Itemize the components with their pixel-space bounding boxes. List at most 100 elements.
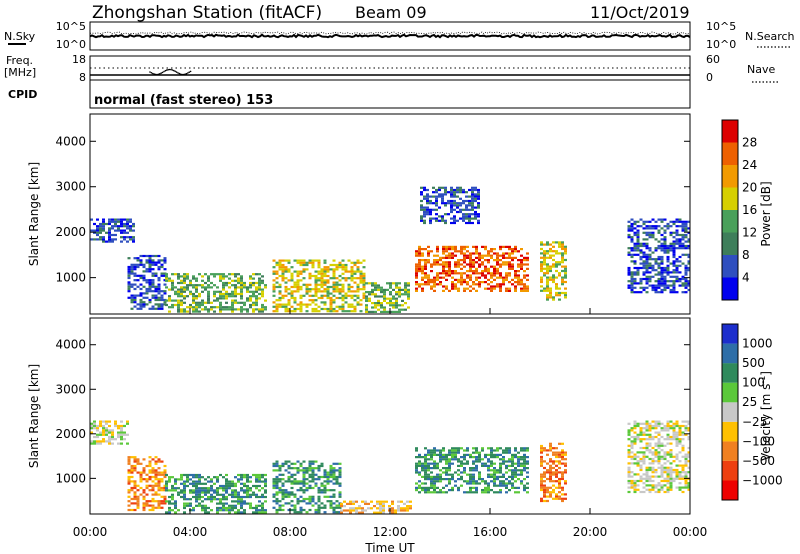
echo-cell	[398, 304, 401, 307]
echo-cell	[302, 283, 306, 286]
echo-cell	[546, 256, 549, 259]
echo-cell	[457, 473, 460, 476]
echo-cell	[636, 424, 640, 428]
echo-cell	[356, 259, 360, 262]
echo-cell	[684, 427, 688, 430]
echo-cell	[362, 277, 366, 280]
echo-cell	[436, 453, 439, 456]
echo-cell	[675, 242, 679, 245]
echo-cell	[219, 498, 222, 501]
echo-cell	[201, 275, 204, 278]
echo-cell	[198, 273, 201, 276]
echo-cell	[558, 480, 561, 483]
echo-cell	[502, 261, 505, 264]
x-tick-label: 16:00	[473, 525, 508, 539]
echo-cell	[523, 460, 526, 463]
echo-cell	[540, 447, 543, 450]
echo-cell	[389, 291, 392, 294]
echo-cell	[546, 298, 549, 301]
echo-cell	[105, 431, 108, 434]
echo-cell	[371, 291, 374, 294]
echo-cell	[543, 486, 546, 489]
echo-cell	[561, 458, 564, 461]
echo-cell	[299, 261, 303, 264]
echo-cell	[523, 449, 526, 452]
echo-cell	[456, 206, 459, 209]
echo-cell	[427, 261, 430, 264]
echo-cell	[329, 303, 333, 306]
echo-cell	[148, 489, 152, 492]
echo-cell	[508, 451, 511, 454]
echo-cell	[463, 272, 466, 275]
echo-cell	[552, 453, 555, 456]
echo-cell	[630, 288, 634, 292]
echo-cell	[120, 225, 123, 228]
echo-cell	[490, 480, 493, 483]
echo-cell	[272, 279, 276, 282]
echo-cell	[499, 453, 502, 456]
echo-cell	[672, 262, 676, 265]
echo-cell	[186, 484, 189, 488]
echo-cell	[642, 427, 646, 430]
echo-cell	[99, 422, 102, 425]
echo-cell	[493, 453, 496, 456]
echo-cell	[341, 266, 345, 269]
echo-cell	[120, 431, 123, 434]
echo-cell	[481, 263, 484, 266]
echo-cell	[429, 217, 432, 220]
echo-cell	[447, 213, 450, 216]
freq-dip-dot	[156, 73, 158, 76]
echo-cell	[264, 491, 267, 494]
echo-cell	[383, 299, 386, 302]
echo-cell	[660, 466, 664, 469]
echo-cell	[249, 281, 252, 285]
echo-cell	[427, 276, 430, 279]
echo-cell	[433, 283, 436, 286]
echo-cell	[471, 202, 474, 205]
echo-cell	[444, 219, 447, 222]
echo-cell	[429, 208, 432, 211]
echo-cell	[477, 213, 480, 216]
echo-cell	[335, 263, 339, 267]
echo-cell	[278, 266, 282, 269]
echo-cell	[418, 453, 421, 456]
echo-cell	[648, 236, 652, 239]
date-label: 11/Oct/2019	[590, 3, 690, 22]
echo-cell	[678, 475, 682, 478]
nsky-right-tick-top: 10^5	[706, 20, 736, 33]
echo-cell	[207, 301, 210, 304]
echo-cell	[183, 487, 186, 490]
colorbar-tick-label: −100	[742, 434, 775, 448]
echo-cell	[213, 273, 216, 276]
echo-cell	[645, 262, 649, 265]
echo-cell	[195, 489, 198, 492]
echo-cell	[633, 249, 637, 252]
echo-cell	[474, 195, 477, 198]
echo-cell	[356, 283, 360, 286]
echo-cell	[633, 247, 637, 250]
echo-cell	[651, 484, 655, 487]
echo-cell	[281, 259, 285, 262]
echo-cell	[424, 453, 427, 456]
echo-cell	[272, 478, 276, 481]
echo-cell	[543, 488, 546, 492]
echo-cell	[234, 511, 237, 514]
echo-cell	[347, 277, 351, 280]
echo-cell	[415, 447, 418, 450]
echo-cell	[630, 218, 634, 221]
echo-cell	[237, 493, 240, 496]
echo-cell	[102, 238, 105, 241]
echo-cell	[418, 285, 421, 288]
echo-cell	[639, 280, 643, 283]
echo-cell	[459, 186, 462, 189]
echo-cell	[293, 285, 297, 289]
echo-cell	[549, 477, 552, 481]
echo-cell	[448, 473, 451, 476]
freq-dip-dot	[152, 72, 154, 75]
echo-cell	[314, 508, 318, 512]
echo-cell	[639, 255, 643, 259]
echo-cell	[400, 500, 403, 503]
echo-cell	[415, 482, 418, 485]
echo-cell	[645, 455, 649, 458]
echo-cell	[108, 236, 111, 239]
